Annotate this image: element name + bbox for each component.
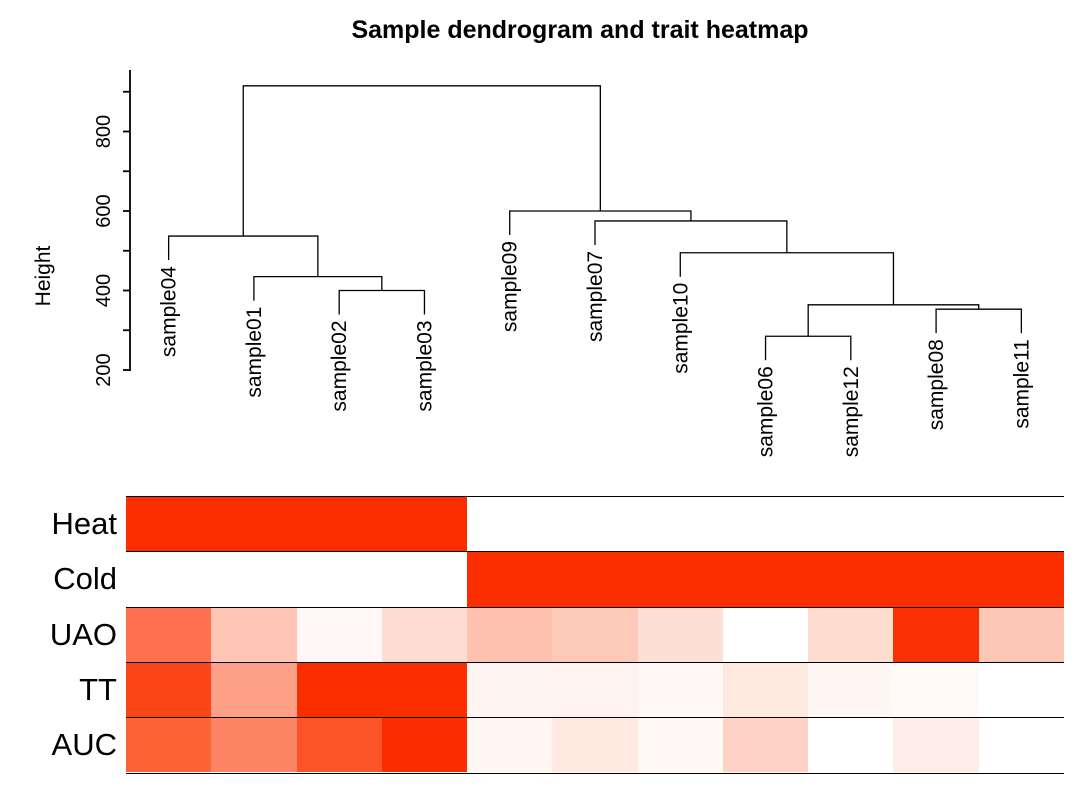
trait-row-label-Cold: Cold [53, 561, 117, 597]
heatmap-cell-Heat-sample10 [637, 497, 723, 552]
trait-row-Heat [126, 496, 1064, 552]
heatmap-cell-Cold-sample03 [381, 552, 468, 607]
heatmap-cell-UAO-sample11 [978, 607, 1064, 662]
dendrogram-link [935, 308, 1023, 334]
heatmap-cell-TT-sample07 [552, 662, 638, 718]
dendrogram-link [253, 275, 383, 301]
heatmap-cell-Cold-sample11 [978, 552, 1064, 607]
heatmap-cell-TT-sample08 [893, 662, 979, 718]
heatmap-cell-AUC-sample04 [126, 718, 212, 773]
dendrogram-link [509, 210, 692, 235]
dendrogram-link [338, 289, 426, 315]
dendrogram-link [167, 235, 319, 277]
heatmap-cell-TT-sample02 [296, 662, 382, 718]
heatmap-cell-Heat-sample12 [808, 497, 894, 552]
dendrogram-link [764, 335, 852, 361]
dendrogram-link [242, 85, 601, 237]
leaf-label-sample04: sample04 [158, 266, 181, 357]
heatmap-cell-UAO-sample10 [637, 607, 723, 662]
dendrogram-plot: sample04 sample01 sample02 sample03 sample09… [32, 70, 1033, 457]
heatmap-cell-AUC-sample08 [893, 718, 979, 773]
heatmap-cell-Heat-sample04 [126, 497, 212, 552]
trait-row-Cold [126, 551, 1064, 607]
heatmap-cell-UAO-sample09 [467, 607, 553, 662]
dendrogram-link [594, 220, 788, 253]
heatmap-cell-Heat-sample08 [893, 497, 979, 552]
y-axis-tick-label: 600 [93, 194, 115, 227]
heatmap-cell-Cold-sample09 [467, 552, 553, 607]
heatmap-cell-TT-sample11 [978, 662, 1064, 718]
leaf-label-sample07: sample07 [584, 251, 607, 342]
heatmap-cell-Heat-sample09 [467, 497, 553, 552]
heatmap-cell-Cold-sample06 [722, 552, 809, 607]
heatmap-cell-Cold-sample02 [296, 552, 382, 607]
heatmap-cell-AUC-sample09 [467, 718, 553, 773]
trait-row-label-UAO: UAO [49, 616, 117, 652]
chart-title: Sample dendrogram and trait heatmap [351, 16, 809, 44]
trait-heatmap: Heat Cold UAO TT AUC [0, 496, 1077, 786]
heatmap-cell-Heat-sample07 [552, 497, 638, 552]
heatmap-cell-TT-sample12 [808, 662, 894, 718]
heatmap-cell-UAO-sample12 [808, 607, 894, 662]
heatmap-cell-AUC-sample10 [637, 718, 723, 773]
heatmap-cell-Cold-sample07 [552, 552, 638, 607]
heatmap-cell-Heat-sample11 [978, 497, 1064, 552]
heatmap-cell-AUC-sample07 [552, 718, 638, 773]
heatmap-cell-Heat-sample01 [211, 497, 297, 552]
heatmap-cell-UAO-sample07 [552, 607, 638, 662]
heatmap-cell-Heat-sample02 [296, 497, 382, 552]
heatmap-cell-Cold-sample12 [808, 552, 894, 607]
heatmap-cell-UAO-sample04 [126, 607, 212, 662]
y-axis-tick-label: 800 [93, 115, 115, 148]
heatmap-cell-TT-sample06 [722, 662, 809, 718]
heatmap-cell-TT-sample09 [467, 662, 553, 718]
leaf-label-sample10: sample10 [669, 283, 692, 374]
heatmap-cell-AUC-sample12 [808, 718, 894, 773]
heatmap-cell-Cold-sample01 [211, 552, 297, 607]
dendrogram-link [679, 252, 895, 305]
heatmap-cell-AUC-sample11 [978, 718, 1064, 773]
trait-row-label-Heat: Heat [51, 506, 117, 541]
heatmap-cell-UAO-sample02 [296, 607, 382, 662]
trait-row-AUC [126, 717, 1064, 773]
heatmap-cell-Cold-sample04 [126, 552, 212, 607]
heatmap-cell-TT-sample01 [211, 662, 297, 718]
y-axis-tick-label: 400 [93, 274, 115, 307]
heatmap-cell-AUC-sample06 [722, 718, 809, 773]
leaf-label-sample12: sample12 [840, 366, 863, 457]
heatmap-cell-UAO-sample08 [893, 607, 979, 662]
heatmap-cell-Cold-sample08 [893, 552, 979, 607]
trait-row-TT [126, 661, 1064, 718]
heatmap-cell-Heat-sample06 [722, 497, 809, 552]
leaf-label-sample03: sample03 [413, 321, 436, 412]
y-axis-label: Height [32, 245, 55, 306]
heatmap-cell-UAO-sample03 [381, 607, 468, 662]
heatmap-cell-UAO-sample01 [211, 607, 297, 662]
leaf-label-sample08: sample08 [925, 339, 948, 430]
heatmap-cell-Heat-sample03 [381, 497, 468, 552]
y-axis-tick-label: 200 [93, 353, 115, 386]
heatmap-bottom-border [126, 772, 1064, 775]
heatmap-cell-AUC-sample03 [381, 718, 468, 773]
heatmap-cell-AUC-sample02 [296, 718, 382, 773]
leaf-label-sample11: sample11 [1010, 339, 1033, 429]
heatmap-cell-AUC-sample01 [211, 718, 297, 773]
leaf-label-sample09: sample09 [499, 241, 522, 332]
trait-row-label-AUC: AUC [51, 727, 117, 763]
trait-row-label-TT: TT [79, 671, 117, 707]
leaf-label-sample06: sample06 [755, 366, 778, 457]
leaf-label-sample01: sample01 [243, 307, 266, 398]
heatmap-cell-TT-sample04 [126, 662, 212, 718]
leaf-label-sample02: sample02 [328, 321, 351, 412]
heatmap-cell-Cold-sample10 [637, 552, 723, 607]
heatmap-cell-TT-sample03 [381, 662, 468, 718]
trait-row-UAO [126, 606, 1064, 662]
heatmap-cell-TT-sample10 [637, 662, 723, 718]
heatmap-cell-UAO-sample06 [722, 607, 809, 662]
